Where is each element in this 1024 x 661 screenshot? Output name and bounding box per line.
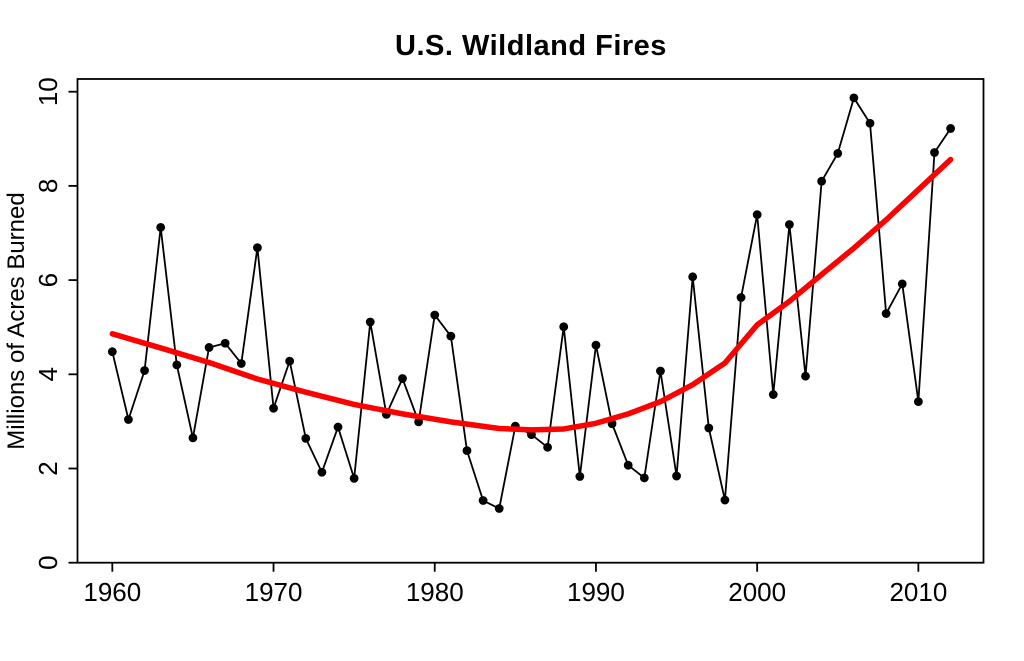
data-point	[736, 293, 746, 302]
data-point	[204, 343, 214, 352]
data-point	[430, 310, 440, 320]
data-point	[591, 340, 601, 350]
data-point	[752, 210, 762, 220]
x-tick-label: 1990	[567, 577, 625, 607]
data-point	[478, 496, 488, 505]
x-tick-label: 1970	[245, 577, 303, 607]
data-point	[833, 149, 843, 158]
data-point	[768, 390, 778, 399]
data-point	[785, 220, 794, 229]
data-point	[639, 473, 649, 483]
data-point	[897, 279, 907, 289]
data-point	[801, 371, 810, 381]
x-tick-label: 2010	[889, 577, 947, 607]
x-tick-label: 2000	[728, 577, 786, 607]
data-point	[188, 433, 198, 443]
y-tick-label: 4	[33, 367, 63, 381]
data-point	[881, 309, 891, 318]
x-tick-label: 1980	[406, 577, 464, 607]
data-point	[913, 397, 923, 407]
trend-line	[109, 156, 954, 433]
data-point	[688, 272, 698, 282]
data-point	[575, 472, 585, 481]
data-point	[623, 460, 633, 470]
data-point	[301, 433, 311, 443]
y-tick-label: 8	[33, 179, 63, 193]
data-point	[236, 359, 246, 368]
data-point	[656, 366, 665, 376]
data-point	[349, 473, 359, 483]
data-point	[365, 317, 375, 327]
data-point	[817, 176, 827, 186]
data-point	[559, 322, 569, 332]
data-point	[124, 415, 133, 424]
data-point	[494, 504, 504, 513]
y-tick-label: 2	[33, 461, 63, 475]
data-point	[398, 374, 407, 383]
x-tick-label: 1960	[83, 577, 141, 607]
data-point	[333, 422, 343, 432]
observed-series-line	[111, 96, 952, 510]
data-point	[107, 347, 117, 357]
data-point	[462, 446, 472, 456]
y-tick-label: 6	[33, 273, 63, 287]
data-point	[140, 366, 149, 375]
data-point	[285, 356, 295, 366]
data-point	[172, 360, 182, 370]
data-point	[317, 467, 327, 477]
plot-box	[76, 78, 985, 564]
data-point	[446, 331, 456, 341]
data-point	[704, 423, 714, 433]
y-tick-label: 10	[33, 77, 63, 106]
data-point	[930, 148, 939, 157]
data-point	[156, 222, 166, 232]
data-point	[720, 495, 730, 505]
chart-title: U.S. Wildland Fires	[395, 30, 667, 62]
data-point	[543, 442, 552, 452]
data-point	[946, 124, 956, 133]
y-tick-label: 0	[33, 555, 63, 569]
data-point	[849, 93, 859, 103]
data-point	[253, 243, 262, 253]
data-point	[672, 471, 681, 481]
data-point	[865, 118, 875, 128]
data-point	[269, 403, 278, 413]
data-point	[220, 338, 230, 348]
